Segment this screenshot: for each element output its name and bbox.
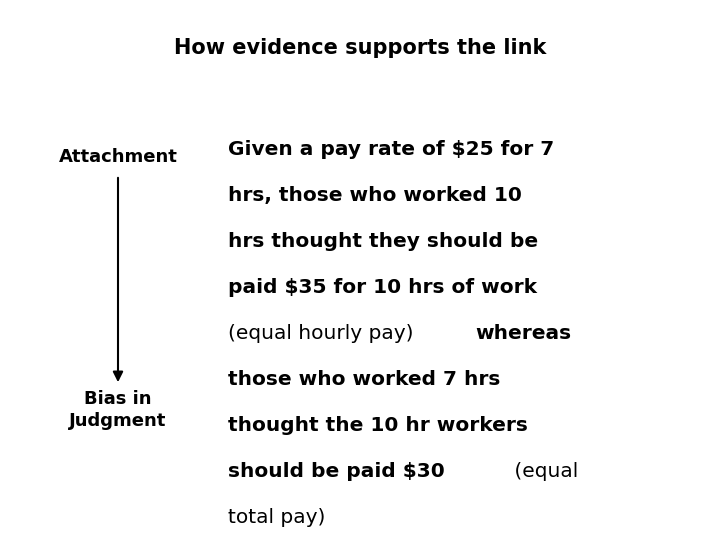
Text: those who worked 7 hrs: those who worked 7 hrs — [228, 370, 500, 389]
Text: total pay): total pay) — [228, 508, 325, 527]
Text: paid $35 for 10 hrs of work: paid $35 for 10 hrs of work — [228, 278, 537, 297]
Text: (equal hourly pay): (equal hourly pay) — [228, 324, 420, 343]
Text: thought the 10 hr workers: thought the 10 hr workers — [228, 416, 528, 435]
Text: hrs thought they should be: hrs thought they should be — [228, 232, 538, 251]
Text: Bias in
Judgment: Bias in Judgment — [69, 390, 167, 430]
Text: should be paid $30: should be paid $30 — [228, 462, 445, 481]
Text: Attachment: Attachment — [58, 148, 177, 166]
Text: Given a pay rate of $25 for 7: Given a pay rate of $25 for 7 — [228, 140, 554, 159]
Text: whereas: whereas — [476, 324, 572, 343]
Text: How evidence supports the link: How evidence supports the link — [174, 38, 546, 58]
Text: (equal: (equal — [508, 462, 578, 481]
Text: hrs, those who worked 10: hrs, those who worked 10 — [228, 186, 522, 205]
